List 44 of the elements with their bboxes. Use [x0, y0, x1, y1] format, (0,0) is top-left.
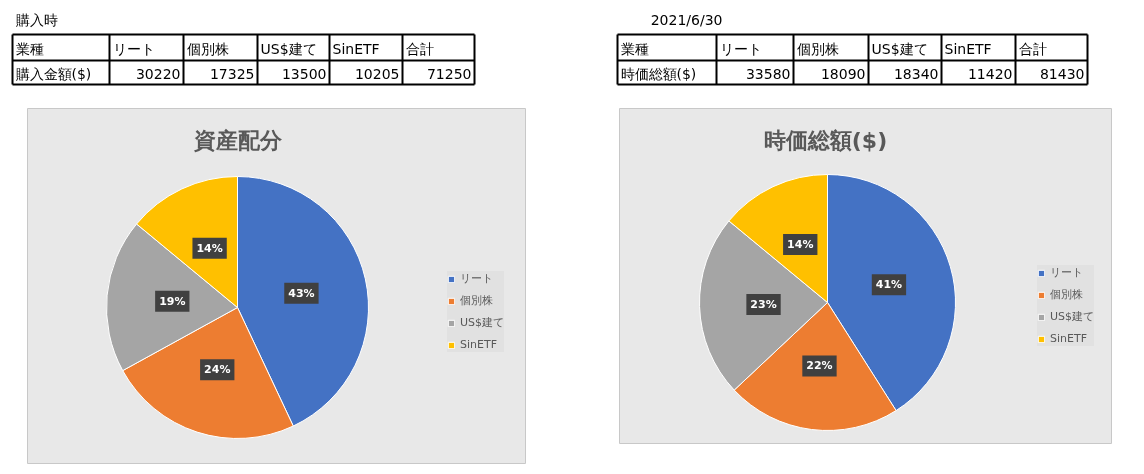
- text: 33580: [745, 65, 791, 82]
- chart-title: 資産配分: [192, 128, 283, 153]
- legend-label: 個別株: [460, 293, 493, 308]
- text: リート: [719, 40, 762, 57]
- legend-label: リート: [460, 271, 493, 286]
- text: リート: [112, 40, 155, 57]
- text: 合計: [405, 40, 434, 57]
- text: 購入時: [15, 11, 58, 28]
- text: 2021/6/30: [650, 11, 723, 28]
- legend-label: US$建て: [460, 315, 505, 330]
- data-label: 43%: [288, 286, 315, 300]
- data-label: 14%: [196, 241, 223, 255]
- text: US$建て: [260, 40, 317, 57]
- data-label: 23%: [750, 298, 777, 312]
- text: US$建て: [871, 40, 928, 57]
- text: SinETF: [332, 40, 380, 57]
- data-label: 14%: [787, 238, 814, 252]
- text: 購入金額($): [15, 65, 92, 82]
- text: 13500: [281, 65, 327, 82]
- text: 18340: [893, 65, 939, 82]
- legend-label: 個別株: [1050, 287, 1083, 302]
- text: 17325: [209, 65, 255, 82]
- data-label: 19%: [159, 294, 186, 308]
- text: 個別株: [186, 40, 229, 57]
- text: 11420: [967, 65, 1013, 82]
- text: SinETF: [944, 40, 992, 57]
- text: 10205: [354, 65, 400, 82]
- data-label: 24%: [204, 363, 231, 377]
- data-label: 41%: [875, 278, 903, 292]
- data-label: 22%: [806, 359, 833, 373]
- legend-label: SinETF: [460, 337, 498, 352]
- text: 業種: [620, 40, 649, 57]
- text: 71250: [426, 65, 472, 82]
- legend-label: リート: [1050, 265, 1083, 280]
- text: 業種: [15, 40, 44, 57]
- text: 時価総額($): [620, 65, 697, 82]
- text: 個別株: [796, 40, 839, 57]
- chart-title: 時価総額($): [763, 128, 888, 153]
- legend-label: SinETF: [1050, 331, 1088, 346]
- legend-label: US$建て: [1050, 309, 1095, 324]
- text: 30220: [135, 65, 181, 82]
- text: 合計: [1018, 40, 1047, 57]
- text: 81430: [1039, 65, 1085, 82]
- text: 18090: [820, 65, 866, 82]
